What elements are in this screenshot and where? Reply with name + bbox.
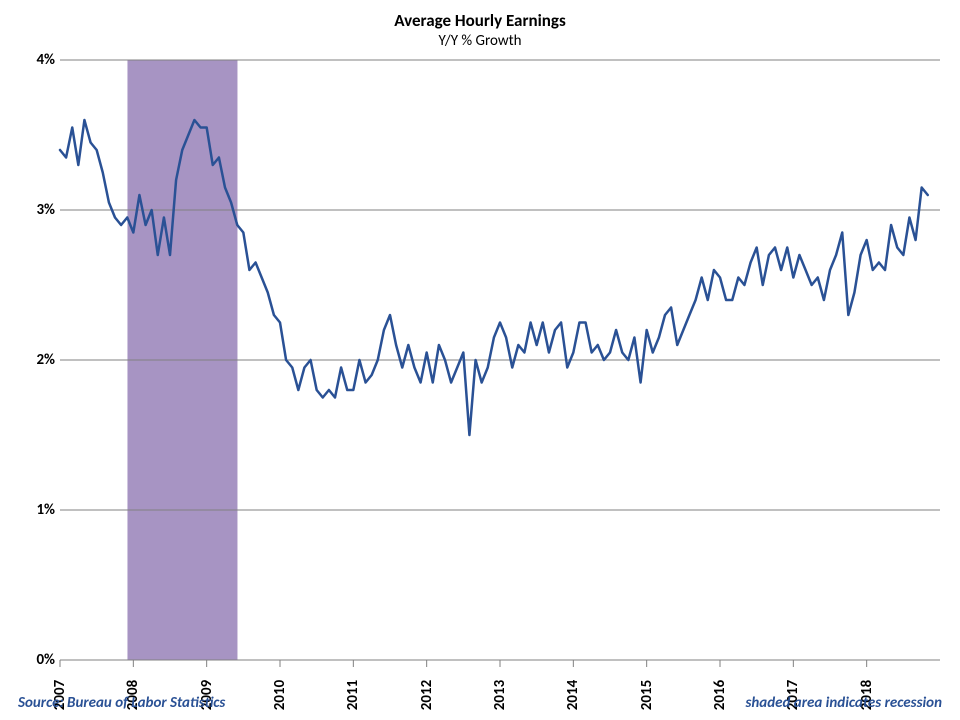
x-tick-label: 2010 — [271, 670, 289, 720]
x-tick-label: 2011 — [344, 670, 362, 720]
x-tick-label: 2013 — [491, 670, 509, 720]
chart-container: Average Hourly Earnings Y/Y % Growth 0%1… — [0, 0, 960, 720]
x-tick-label: 2014 — [564, 670, 582, 720]
y-tick-label: 3% — [15, 201, 55, 219]
x-tick-label: 2016 — [711, 670, 729, 720]
x-tick-label: 2015 — [638, 670, 656, 720]
source-note: Source: Bureau of Labor Statistics — [18, 694, 225, 712]
y-tick-label: 4% — [15, 51, 55, 69]
x-tick-label: 2012 — [418, 670, 436, 720]
y-tick-label: 2% — [15, 351, 55, 369]
chart-svg — [0, 0, 960, 720]
y-tick-label: 0% — [15, 651, 55, 669]
y-tick-label: 1% — [15, 501, 55, 519]
recession-note: shaded area indicates recession — [745, 694, 942, 712]
